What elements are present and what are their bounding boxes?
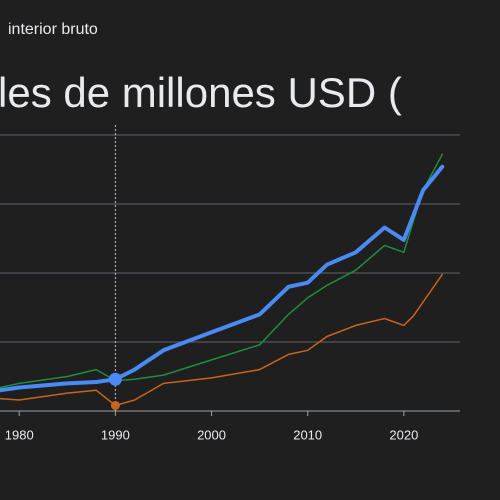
x-tick-label: 2020 [389, 427, 418, 442]
series-line [0, 273, 444, 407]
hover-dot [108, 372, 122, 386]
series-line [0, 153, 444, 389]
x-tick-label: 2010 [293, 427, 322, 442]
chart-subtitle: interior bruto [8, 21, 98, 38]
x-tick-label: 1980 [5, 427, 34, 442]
series-line [0, 164, 445, 393]
x-tick-label: 2000 [197, 427, 226, 442]
x-tick-label: 1990 [101, 427, 130, 442]
hover-dot [110, 400, 120, 410]
chart-title: les de millones USD ( [0, 69, 402, 116]
